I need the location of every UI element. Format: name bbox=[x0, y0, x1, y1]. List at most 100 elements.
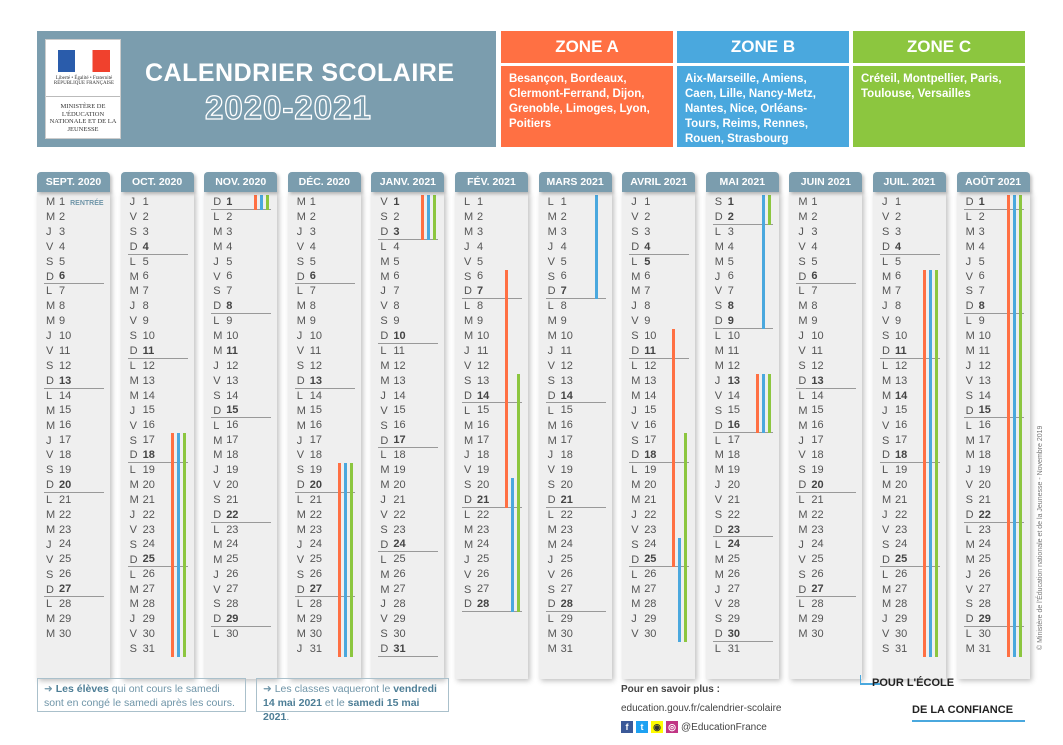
day-row: 16 bbox=[789, 418, 862, 433]
day-row: 17 bbox=[204, 433, 277, 448]
day-number: 9 bbox=[727, 315, 734, 328]
day-row: 22 bbox=[873, 508, 946, 523]
day-number: 22 bbox=[393, 508, 406, 521]
day-number: 8 bbox=[811, 300, 818, 313]
month-column: DÉC. 2020 MMJVSDLMMJVSDLMMJVSDLMMJVSDLMMJ… bbox=[287, 172, 361, 679]
day-number: 4 bbox=[226, 240, 233, 253]
weekday-letters: MMJVSDLMMJVSDLMMJVSDLMMJVSDLMM bbox=[46, 196, 56, 641]
day-row: 16 bbox=[957, 418, 1030, 433]
holiday-bar-zone-b bbox=[511, 478, 514, 613]
day-row: 13 bbox=[789, 374, 862, 389]
day-number: 21 bbox=[142, 493, 155, 506]
day-row: 17 bbox=[957, 433, 1030, 448]
day-number: 10 bbox=[644, 330, 657, 343]
day-number: 19 bbox=[560, 464, 573, 477]
day-number: 21 bbox=[727, 493, 741, 506]
day-row: 5 bbox=[288, 255, 361, 270]
day-row: 22 bbox=[121, 508, 194, 523]
day-row: 25 bbox=[873, 552, 946, 568]
facebook-icon[interactable]: f bbox=[621, 721, 633, 734]
day-number: 8 bbox=[727, 300, 734, 313]
day-number: 27 bbox=[560, 583, 573, 596]
day-number: 12 bbox=[59, 359, 72, 372]
day-number: 3 bbox=[142, 225, 149, 238]
day-number: 22 bbox=[895, 508, 908, 521]
day-number: 3 bbox=[560, 225, 567, 238]
snapchat-icon[interactable]: ◉ bbox=[651, 721, 663, 734]
copyright: © Ministère de l'Éducation nationale et … bbox=[1037, 425, 1044, 650]
weekday-letters: LMMJVSDLMMJVSDLMMJVSDLMMJVSDLMM bbox=[547, 196, 557, 656]
day-row: 29 bbox=[37, 612, 110, 627]
day-number: 1 bbox=[477, 196, 484, 208]
day-number: 15 bbox=[644, 404, 657, 417]
day-number: 28 bbox=[226, 598, 239, 611]
day-row: 25 bbox=[121, 552, 194, 568]
month-header: JUIN 2021 bbox=[789, 172, 863, 192]
day-row: 27 bbox=[371, 582, 444, 597]
day-row: 20 bbox=[455, 478, 528, 493]
day-row: 28 bbox=[37, 597, 110, 612]
day-row: 22 bbox=[622, 508, 695, 523]
day-row: 13 bbox=[204, 374, 277, 389]
info-link[interactable]: education.gouv.fr/calendrier-scolaire bbox=[621, 703, 782, 714]
day-number: 11 bbox=[226, 344, 238, 357]
month-days: DLMMJVSDLMMJVSDLMMJVSDLMMJVSDLM 1 2 3 4 5 6 7 8 9… bbox=[956, 192, 1030, 679]
day-row: 12 bbox=[121, 359, 194, 374]
day-row: 18 bbox=[539, 448, 612, 463]
day-row: 13 bbox=[622, 374, 695, 389]
day-number: 14 bbox=[811, 389, 824, 402]
day-row: 16 bbox=[539, 418, 612, 433]
day-row: 11 bbox=[622, 344, 695, 359]
day-number: 3 bbox=[309, 225, 316, 238]
day-row: 5 bbox=[706, 255, 779, 270]
day-number: 21 bbox=[560, 493, 573, 506]
day-row: 19 bbox=[873, 463, 946, 478]
day-row: 1 RENTRÉE bbox=[37, 195, 110, 210]
day-number: 31 bbox=[978, 642, 991, 655]
day-row: 21 bbox=[539, 493, 612, 508]
day-number: 11 bbox=[895, 344, 907, 357]
day-row: 1 bbox=[539, 195, 612, 210]
day-row: 27 bbox=[37, 582, 110, 597]
weekday-letters: JVSDLMMJVSDLMMJVSDLMMJVSDLMMJV bbox=[631, 196, 641, 641]
day-number: 14 bbox=[226, 389, 239, 402]
day-number: 18 bbox=[560, 449, 573, 462]
day-number: 11 bbox=[811, 344, 823, 357]
holiday-bar-zone-a bbox=[1006, 195, 1010, 657]
day-number: 8 bbox=[477, 300, 484, 313]
day-row: 6 bbox=[539, 269, 612, 284]
day-number: 26 bbox=[393, 568, 406, 581]
day-number: 9 bbox=[309, 315, 316, 328]
day-row: 5 bbox=[539, 255, 612, 270]
day-number: 23 bbox=[727, 523, 741, 536]
holiday-bar-zone-c bbox=[767, 195, 771, 225]
day-row: 2 bbox=[371, 210, 444, 225]
day-number: 29 bbox=[978, 612, 991, 625]
twitter-icon[interactable]: t bbox=[636, 721, 648, 734]
day-row: 7 bbox=[204, 284, 277, 299]
day-row: 23 bbox=[37, 523, 110, 538]
instagram-icon[interactable]: ◎ bbox=[666, 721, 678, 734]
day-number: 3 bbox=[644, 225, 651, 238]
day-number: 21 bbox=[226, 493, 239, 506]
day-number: 30 bbox=[309, 627, 323, 640]
day-number: 27 bbox=[644, 583, 657, 596]
day-number: 11 bbox=[477, 344, 489, 357]
day-row: 8 bbox=[37, 299, 110, 314]
day-number: 10 bbox=[393, 330, 406, 343]
motto: Liberté • Égalité • Fraternité bbox=[55, 76, 113, 81]
day-row: 2 bbox=[706, 210, 779, 225]
day-row: 19 bbox=[288, 463, 361, 478]
holiday-bar-zone-c bbox=[935, 269, 938, 657]
day-number: 19 bbox=[309, 464, 323, 477]
day-row: 5 bbox=[957, 255, 1030, 270]
day-number: 22 bbox=[978, 508, 991, 521]
day-row: 8 bbox=[204, 299, 277, 315]
day-row: 6 bbox=[455, 269, 528, 284]
day-number: 26 bbox=[226, 568, 239, 581]
day-number: 19 bbox=[59, 464, 72, 477]
day-row: 10 bbox=[204, 329, 277, 344]
day-number: 21 bbox=[309, 493, 323, 506]
day-row: 26 bbox=[539, 567, 612, 582]
day-row: 25 bbox=[37, 552, 110, 567]
